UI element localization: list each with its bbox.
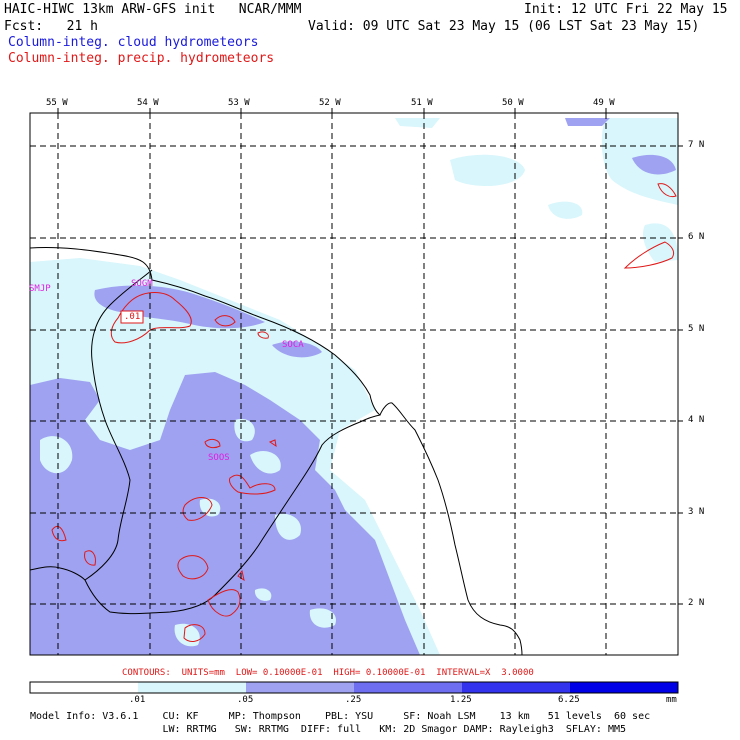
- colorbar-segment-5: [570, 682, 678, 693]
- cloud-shade-light: [199, 498, 221, 517]
- cloud-shade-light: [275, 513, 301, 540]
- cloud-shade-medium: [565, 118, 610, 126]
- valid-time: Valid: 09 UTC Sat 23 May 15 (06 LST Sat …: [308, 19, 700, 34]
- station-label: SOCA: [282, 340, 304, 350]
- cloud-shade-light: [395, 118, 440, 128]
- colorbar-tick: 6.25: [558, 695, 580, 705]
- coast-line: [30, 246, 523, 655]
- colorbar-tick: .25: [345, 695, 362, 705]
- contours-info: CONTOURS: UNITS=mm LOW= 0.10000E-01 HIGH…: [122, 668, 534, 678]
- lon-label: 55 W: [46, 98, 68, 108]
- precip-contour: [177, 555, 209, 580]
- precip-contour: [229, 474, 276, 495]
- lon-label: 54 W: [137, 98, 159, 108]
- contour-value-label: .01: [124, 312, 141, 322]
- colorbar-segment-2: [246, 682, 354, 693]
- shading-layer: [30, 118, 678, 655]
- model-info-line-2: LW: RRTMG SW: RRTMG DIFF: full KM: 2D Sm…: [30, 724, 627, 735]
- frame-ticks: [57, 108, 683, 605]
- precip-contour: [657, 183, 677, 198]
- lat-label: 4 N: [688, 415, 705, 425]
- cloud-shade-light: [450, 154, 525, 186]
- colorbar-units: mm: [666, 695, 677, 705]
- cloud-shade-light: [40, 436, 73, 474]
- header-title: HAIC-HIWC 13km ARW-GFS init NCAR/MMM: [4, 2, 302, 17]
- coastline: [30, 246, 523, 655]
- contour-label-box: [120, 310, 144, 324]
- lat-label: 5 N: [688, 324, 705, 334]
- map-frame: [29, 112, 679, 656]
- colorbar-frame: [29, 681, 679, 694]
- precip-contour: [214, 315, 236, 327]
- colorbar: [29, 681, 679, 694]
- cloud-shade-light: [548, 201, 583, 219]
- precip-contour: [207, 589, 241, 617]
- colorbar-segment-3: [354, 682, 462, 693]
- colorbar-tick: 1.25: [450, 695, 472, 705]
- lat-label: 7 N: [688, 140, 705, 150]
- cloud-shade-light: [643, 223, 678, 262]
- station-label: SOOS: [208, 453, 230, 463]
- precip-contour: [51, 525, 67, 542]
- model-info-line-1: Model Info: V3.6.1 CU: KF MP: Thompson P…: [30, 711, 651, 722]
- lat-label: 3 N: [688, 507, 705, 517]
- field-cloud-label: Column-integ. cloud hydrometeors: [8, 35, 259, 50]
- cloud-shade-light: [250, 450, 281, 474]
- colorbar-tick: .05: [237, 695, 254, 705]
- colorbar-segment-4: [462, 682, 570, 693]
- precip-contour: [623, 241, 675, 269]
- border-line: [30, 269, 153, 581]
- precip-contour: [257, 331, 269, 339]
- cloud-shade-medium: [272, 341, 322, 358]
- init-time: Init: 12 UTC Fri 22 May 15: [524, 2, 728, 17]
- cloud-shade-light: [254, 588, 272, 601]
- cloud-shade-medium: [632, 154, 676, 175]
- lat-label: 2 N: [688, 598, 705, 608]
- border-line: [84, 414, 381, 615]
- lon-label: 50 W: [502, 98, 524, 108]
- forecast-hour: Fcst: 21 h: [4, 19, 98, 34]
- colorbar-segment-0: [30, 682, 138, 693]
- colorbar-segment-1: [138, 682, 246, 693]
- precip-contour: [84, 550, 96, 566]
- field-precip-label: Column-integ. precip. hydrometeors: [8, 51, 275, 66]
- lon-label: 52 W: [319, 98, 341, 108]
- lon-label: 53 W: [228, 98, 250, 108]
- cloud-shade-light: [234, 418, 255, 442]
- cloud-shade-light: [309, 608, 336, 628]
- precip-contour: [183, 624, 206, 642]
- station-label: SOGM: [131, 279, 153, 289]
- graticule: [30, 113, 678, 655]
- station-label: SMJP: [29, 284, 51, 294]
- lon-label: 51 W: [411, 98, 433, 108]
- lat-label: 6 N: [688, 232, 705, 242]
- precip-contour: [268, 439, 277, 448]
- precip-contour: [204, 438, 221, 449]
- colorbar-tick: .01: [129, 695, 146, 705]
- lon-label: 49 W: [593, 98, 615, 108]
- cloud-shade-light: [174, 623, 200, 647]
